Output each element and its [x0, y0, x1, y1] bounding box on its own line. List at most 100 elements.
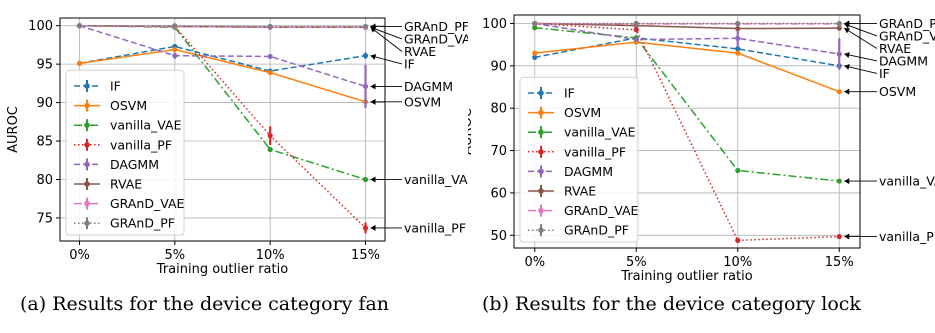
legend-box: [65, 69, 185, 236]
y-tick-label: 90: [36, 96, 53, 111]
series-line-dagmm: [79, 24, 366, 88]
data-point-if: [362, 53, 369, 59]
series-line-dagmm: [534, 22, 840, 55]
y-axis-label: AUROC: [468, 108, 475, 155]
annotation-arrowhead: [844, 22, 850, 29]
y-tick-label: 95: [36, 58, 53, 73]
legend-marker-rvae: [538, 188, 544, 194]
legend-marker-osvm: [538, 109, 544, 116]
annotation-arrowhead: [370, 27, 377, 33]
end-label: OSVM: [879, 84, 916, 99]
legend-marker-grand-vae: [538, 207, 544, 214]
y-tick-label: 100: [482, 17, 507, 32]
series-line-rvae: [534, 22, 840, 30]
legend-marker-vanilla-pf: [538, 149, 544, 155]
end-label: vanilla_PF: [879, 229, 935, 244]
x-tick-label: 0%: [524, 255, 545, 270]
y-tick-label: 50: [490, 229, 507, 244]
legend-marker-rvae: [84, 181, 90, 187]
y-tick-label: 80: [36, 173, 53, 188]
legend-marker-vanilla-pf: [84, 142, 90, 148]
annotation-arrowhead: [370, 54, 377, 60]
annotation-arrowhead: [370, 98, 376, 105]
end-label: IF: [879, 66, 890, 81]
legend-label-vanilla-vae: vanilla_VAE: [564, 125, 636, 140]
end-label: vanilla_PF: [404, 220, 466, 235]
data-point-grand-pf: [735, 20, 741, 27]
x-tick-label: 5%: [165, 248, 186, 263]
legend-label-osvm: OSVM: [564, 105, 601, 120]
chart-panel-fan: 75 80 85 90 95 100 0% 5% 10% 15% Training outlier …: [6, 17, 468, 315]
data-point-vanilla-vae: [267, 146, 273, 153]
end-label: OSVM: [404, 94, 441, 109]
data-point-rvae: [836, 25, 842, 31]
data-point-grand-pf: [633, 20, 639, 27]
annotation-arrow: [370, 26, 403, 40]
annotation-arrowhead: [370, 176, 376, 183]
data-point-dagmm: [172, 53, 178, 59]
data-point-vanilla-vae: [735, 167, 741, 174]
y-tick-label: 90: [490, 59, 507, 74]
annotation-arrowhead: [370, 224, 376, 231]
data-point-grand-pf: [172, 23, 178, 29]
y-tick-label: 100: [28, 19, 53, 34]
legend-marker-dagmm: [84, 161, 90, 168]
data-point-vanilla-pf: [633, 27, 639, 33]
data-point-if: [735, 46, 741, 52]
x-axis-label: Training outlier ratio: [620, 269, 752, 284]
caption-lock: (b) Results for the device category lock: [482, 293, 861, 315]
end-label: GRAnD_PF: [404, 19, 468, 34]
x-tick-label: 10%: [723, 255, 752, 270]
data-point-dagmm: [267, 53, 273, 60]
legend-label-grand-vae: GRAnD_VAE: [564, 203, 639, 218]
end-label: DAGMM: [879, 53, 928, 68]
x-axis-label: Training outlier ratio: [156, 262, 288, 277]
y-tick-label: 70: [490, 144, 507, 159]
legend-marker-grand-pf: [538, 227, 544, 233]
annotation-arrow: [370, 26, 403, 52]
data-point-vanilla-pf: [735, 237, 741, 243]
x-tick-label: 5%: [626, 255, 647, 270]
y-tick-label: 75: [36, 211, 53, 226]
legend-label-rvae: RVAE: [564, 184, 596, 199]
end-label: vanilla_VAE: [404, 172, 468, 187]
series-line-osvm: [79, 48, 366, 103]
legend-label-if: IF: [564, 86, 575, 101]
plot-frame: [59, 17, 386, 242]
legend-label-vanilla-pf: vanilla_PF: [564, 144, 626, 159]
end-label: vanilla_VAE: [879, 174, 935, 189]
legend-marker-if: [84, 83, 90, 89]
annotation-arrowhead: [844, 233, 850, 240]
annotation-arrowhead: [844, 52, 850, 58]
chart-lock: 50 60 70 80 90 100 0% 5% 10% 15% Training outlier …: [468, 14, 935, 284]
data-point-rvae: [735, 25, 741, 32]
end-label: RVAE: [404, 44, 436, 59]
data-point-grand-pf: [76, 23, 83, 29]
annotation-arrowhead: [844, 28, 851, 34]
legend-label-osvm: OSVM: [110, 98, 147, 113]
y-tick-label: 85: [36, 135, 53, 150]
end-label: DAGMM: [404, 79, 453, 94]
legend-marker-vanilla-vae: [538, 129, 544, 135]
series-line-if: [79, 45, 366, 72]
legend-box: [519, 76, 639, 243]
annotation-arrow: [370, 55, 403, 65]
data-point-grand-pf: [267, 23, 273, 30]
y-tick-label: 80: [490, 102, 507, 117]
legend-marker-grand-pf: [84, 220, 90, 226]
data-point-vanilla-pf: [267, 133, 273, 139]
plot-frame: [513, 14, 861, 249]
legend-label-rvae: RVAE: [110, 177, 142, 192]
chart-panel-lock: 50 60 70 80 90 100 0% 5% 10% 15% Training outlier …: [468, 0, 935, 333]
annotation-arrow: [844, 65, 878, 74]
end-label: GRAnD_VAE: [404, 31, 468, 46]
annotation-arrowhead: [844, 64, 850, 70]
legend-label-vanilla-vae: vanilla_VAE: [110, 118, 182, 133]
annotation-arrowhead: [844, 178, 850, 185]
end-label: GRAnD_VAE: [879, 28, 935, 43]
data-point-grand-pf: [532, 20, 538, 27]
x-tick-label: 10%: [256, 248, 285, 263]
data-point-vanilla-pf: [362, 225, 369, 231]
legend-marker-grand-vae: [84, 200, 90, 207]
series-line-vanilla-vae: [79, 24, 366, 181]
